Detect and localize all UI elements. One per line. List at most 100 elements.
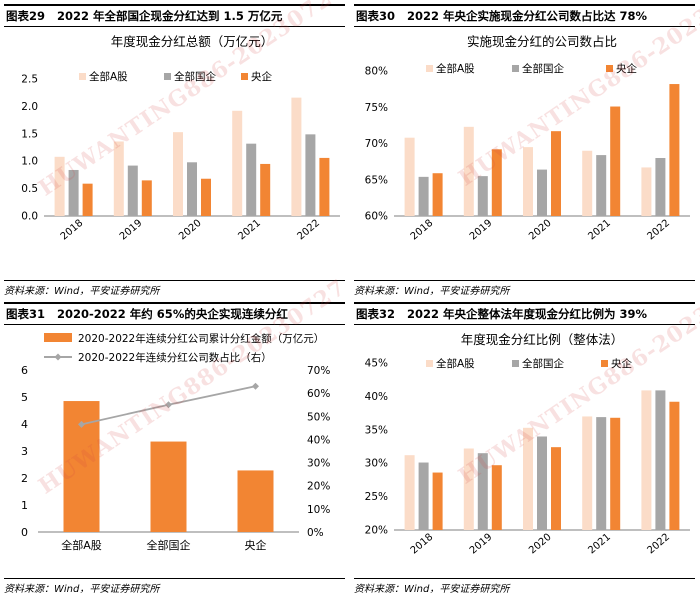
bar-全部A股 <box>582 416 593 530</box>
source-note: 资料来源：Wind，平安证券研究所 <box>4 280 345 297</box>
x-tick-label: 2018 <box>409 532 436 557</box>
bar-全部国企 <box>477 453 488 530</box>
bar-央企 <box>610 417 621 530</box>
x-tick-label: 2019 <box>468 532 495 557</box>
y-tick-label-right: 70% <box>307 365 330 377</box>
legend-marker <box>54 353 62 361</box>
figure-number: 图表29 <box>6 9 46 23</box>
panel-chart30: 图表30 2022 年央企实施现金分红公司数占比达 78% 实施现金分红的公司数占… <box>354 0 700 299</box>
y-tick-label: 45% <box>365 358 388 370</box>
bar-央企 <box>610 106 621 216</box>
panel-header: 图表30 2022 年央企实施现金分红公司数占比达 78% <box>354 4 695 27</box>
bar-央企 <box>551 447 561 530</box>
y-tick-label-left: 3 <box>21 445 28 458</box>
figure-title: 2022 年全部国企现金分红达到 1.5 万亿元 <box>57 9 283 23</box>
x-tick-label: 2022 <box>646 532 673 557</box>
y-tick-label: 0.0 <box>21 211 38 223</box>
y-tick-label-left: 5 <box>21 391 28 404</box>
legend-label: 央企 <box>251 70 272 83</box>
line-point <box>165 401 172 409</box>
bar-全部A股 <box>291 97 302 216</box>
legend-swatch <box>241 73 248 80</box>
y-tick-label: 35% <box>365 424 388 436</box>
y-tick-label: 30% <box>365 458 388 470</box>
x-tick-label: 2021 <box>586 532 613 557</box>
legend-swatch <box>606 65 613 72</box>
y-tick-label-right: 60% <box>307 388 330 400</box>
y-tick-label-left: 1 <box>21 499 28 512</box>
legend-swatch <box>512 65 519 72</box>
y-tick-label: 65% <box>365 174 388 186</box>
bar-全部国企 <box>418 176 429 216</box>
y-tick-label: 25% <box>365 491 388 503</box>
bar-央企 <box>201 178 211 216</box>
y-tick-label-left: 6 <box>21 364 28 377</box>
y-tick-label: 2.0 <box>21 101 38 113</box>
y-tick-label-left: 0 <box>21 526 28 539</box>
legend-label: 全部A股 <box>436 357 475 370</box>
y-tick-label-right: 40% <box>307 434 330 446</box>
bar-全部A股 <box>113 141 124 216</box>
bar-全部国企 <box>246 143 257 216</box>
bar-央企 <box>491 465 502 530</box>
x-tick-label: 全部A股 <box>61 538 102 552</box>
y-tick-label: 60% <box>365 211 388 223</box>
bar-全部A股 <box>404 455 415 530</box>
panel-chart31: 图表31 2020-2022 年约 65%的央企实现连续分红 2020-2022年… <box>4 274 351 597</box>
x-tick-label: 2018 <box>409 218 436 243</box>
legend-swatch <box>79 73 86 80</box>
figure-title: 2020-2022 年约 65%的央企实现连续分红 <box>57 307 288 321</box>
chart-title: 年度现金分红比例（整体法） <box>461 332 624 347</box>
x-tick-label: 2020 <box>527 532 554 557</box>
x-tick-label: 央企 <box>245 538 267 552</box>
x-tick-label: 2019 <box>468 218 495 243</box>
bar-全部A股 <box>641 390 652 530</box>
x-tick-label: 2020 <box>177 218 204 243</box>
bar-全部国企 <box>68 169 79 216</box>
y-tick-label: 40% <box>365 391 388 403</box>
bar-全部A股 <box>523 427 533 530</box>
bar-全部A股 <box>463 126 474 216</box>
legend-swatch <box>512 360 519 367</box>
y-tick-label: 20% <box>365 525 388 537</box>
y-tick-label-right: 30% <box>307 458 330 470</box>
y-tick-label-right: 10% <box>307 504 330 516</box>
line-point <box>252 382 259 390</box>
bar-全部A股 <box>463 448 474 530</box>
bar-全部A股 <box>232 110 243 216</box>
bar-全部国企 <box>187 162 197 216</box>
bar-全部国企 <box>655 158 666 216</box>
source-note: 资料来源：Wind，平安证券研究所 <box>354 578 695 595</box>
bar-全部国企 <box>537 436 547 530</box>
legend-label: 全部A股 <box>436 62 475 75</box>
y-tick-label: 1.5 <box>21 128 38 140</box>
x-tick-label: 2021 <box>586 218 613 243</box>
panel-header: 图表29 2022 年全部国企现金分红达到 1.5 万亿元 <box>4 4 345 27</box>
legend-label: 2020-2022年连续分红公司数占比（右） <box>78 351 272 364</box>
chart-title: 年度现金分红总额（万亿元） <box>111 34 274 49</box>
x-tick-label: 2022 <box>296 218 323 243</box>
chart-payout-ratio: 年度现金分红比例（整体法） 全部A股 全部国企 央企 20% 25% 30% 35% 40% 45… <box>365 332 690 557</box>
legend-label: 全部国企 <box>174 70 216 83</box>
bar-央企 <box>669 401 680 530</box>
legend-swatch <box>44 333 72 342</box>
y-tick-label: 75% <box>365 102 388 114</box>
legend-label: 全部国企 <box>522 62 564 75</box>
panel-chart32: 图表32 2022 年央企整体法年度现金分红比例为 39% 年度现金分红比例（整体… <box>354 264 700 597</box>
bar-全部A股 <box>641 167 652 216</box>
x-tick-label: 全部国企 <box>147 538 191 552</box>
bar-央企 <box>432 472 443 530</box>
panel-chart29: 图表29 2022 年全部国企现金分红达到 1.5 万亿元 年度现金分红总额（万亿… <box>4 0 351 299</box>
figure-title: 2022 年央企实施现金分红公司数占比达 78% <box>407 9 648 23</box>
legend-swatch <box>426 360 433 367</box>
bar-央企 <box>491 149 502 216</box>
bar-央企 <box>82 183 93 216</box>
bar-央企 <box>141 180 152 216</box>
bar-全部A股 <box>404 137 415 216</box>
bar-全部A股 <box>582 150 593 216</box>
x-tick-label: 2018 <box>59 218 86 243</box>
y-tick-label: 80% <box>365 66 388 78</box>
panel-header: 图表32 2022 年央企整体法年度现金分红比例为 39% <box>354 302 695 325</box>
legend-swatch <box>601 360 608 367</box>
y-tick-label-right: 0% <box>307 527 324 539</box>
